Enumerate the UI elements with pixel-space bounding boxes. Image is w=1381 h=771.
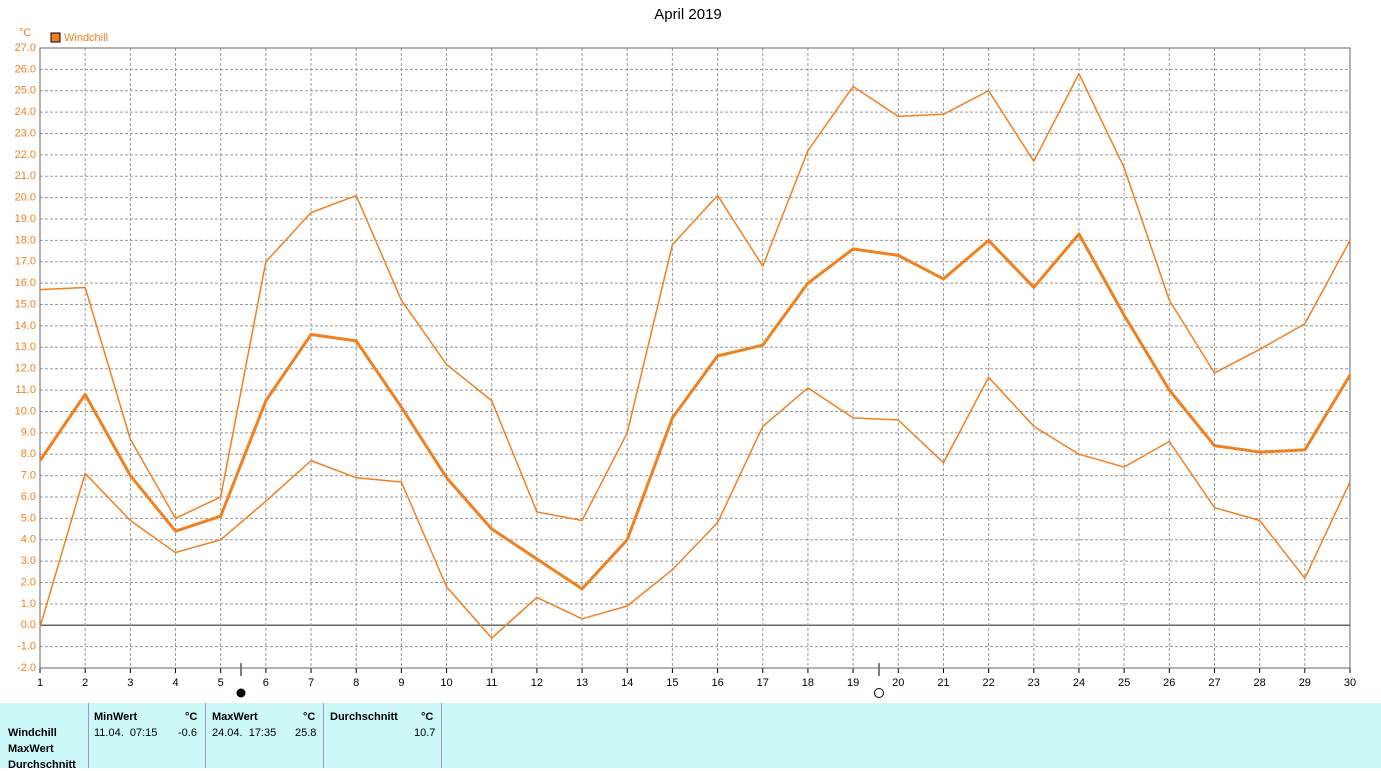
x-tick-label: 26 [1163, 677, 1175, 689]
series-line [39, 376, 1351, 639]
row-label: MaxWert [8, 743, 54, 755]
y-tick-label: -2.0 [17, 662, 36, 674]
plot-frame [39, 47, 1351, 669]
y-tick-label: 18.0 [15, 234, 36, 246]
col-header: MinWert [94, 711, 138, 723]
x-tick-label: 16 [711, 677, 723, 689]
x-tick-label: 10 [440, 677, 452, 689]
value: 25.8 [295, 727, 317, 739]
x-tick-label: 5 [218, 677, 224, 689]
y-tick-label: -1.0 [17, 641, 36, 653]
x-tick-label: 14 [621, 677, 633, 689]
x-tick-label: 30 [1344, 677, 1356, 689]
x-tick-label: 4 [172, 677, 178, 689]
full-moon [874, 688, 884, 698]
y-tick-label: 2.0 [21, 576, 36, 588]
row-label: Durchschnitt [8, 759, 76, 771]
y-tick-label: 5.0 [21, 512, 36, 524]
y-unit: °C [19, 27, 31, 39]
y-tick-label: 0.0 [21, 619, 36, 631]
x-tick-label: 25 [1118, 677, 1130, 689]
y-tick-label: 24.0 [15, 106, 36, 118]
y-tick-label: 21.0 [15, 170, 36, 182]
y-tick-label: 15.0 [15, 298, 36, 310]
x-tick-label: 3 [127, 677, 133, 689]
chart: April 2019 °C Windchill -2.0 -1.0 0.0 1.0 2.… [0, 0, 1381, 703]
x-tick-label: 11 [486, 677, 497, 689]
legend-swatch [50, 32, 61, 43]
value: -0.6 [178, 727, 197, 739]
legend-label: Windchill [64, 32, 108, 44]
x-tick-label: 29 [1299, 677, 1311, 689]
y-tick-label: 22.0 [15, 149, 36, 161]
y-tick-label: 23.0 [15, 127, 36, 139]
x-tick-label: 1 [37, 677, 43, 689]
y-tick-label: 14.0 [15, 320, 36, 332]
y-tick-label: 20.0 [15, 192, 36, 204]
col-unit: °C [421, 711, 434, 723]
x-tick-label: 19 [847, 677, 859, 689]
new-moon [236, 688, 246, 698]
y-tick-label: 13.0 [15, 341, 36, 353]
stats-panel: Windchill MaxWert Durchschnitt MinWert °… [0, 703, 1381, 771]
value: 10.7 [414, 727, 436, 739]
col-header: Durchschnitt [330, 711, 398, 723]
y-tick-label: 3.0 [21, 555, 36, 567]
x-tick-label: 28 [1254, 677, 1266, 689]
x-tick-label: 6 [263, 677, 269, 689]
chart-title: April 2019 [654, 6, 722, 23]
date: 24.04. 17:35 [212, 727, 277, 739]
y-tick-label: 12.0 [15, 363, 36, 375]
x-tick-label: 9 [398, 677, 404, 689]
y-tick-label: 4.0 [21, 534, 36, 546]
y-tick-label: 9.0 [21, 427, 36, 439]
y-tick-label: 10.0 [15, 405, 36, 417]
x-tick-label: 18 [802, 677, 814, 689]
x-tick-label: 21 [937, 677, 949, 689]
separator [323, 703, 324, 768]
separator [441, 703, 442, 768]
y-tick-label: 16.0 [15, 277, 36, 289]
row-label: Windchill [8, 727, 57, 739]
y-tick-label: 1.0 [21, 598, 36, 610]
col-header: MaxWert [212, 711, 258, 723]
col-unit: °C [185, 711, 198, 723]
separator [88, 703, 89, 768]
x-tick-label: 24 [1073, 677, 1085, 689]
x-tick-label: 23 [1028, 677, 1040, 689]
y-tick-label: 27.0 [15, 42, 36, 54]
y-tick-label: 19.0 [15, 213, 36, 225]
series-line [38, 232, 1352, 591]
x-tick-label: 22 [982, 677, 994, 689]
y-tick-label: 6.0 [21, 491, 36, 503]
y-tick-label: 8.0 [21, 448, 36, 460]
col-unit: °C [303, 711, 316, 723]
x-tick-label: 2 [82, 677, 88, 689]
x-tick-label: 20 [892, 677, 904, 689]
date: 11.04. 07:15 [94, 727, 158, 739]
y-tick-label: 25.0 [15, 85, 36, 97]
x-tick-label: 7 [308, 677, 314, 689]
x-tick-label: 27 [1208, 677, 1220, 689]
y-tick-label: 26.0 [15, 63, 36, 75]
background [0, 0, 1381, 703]
series-line [39, 72, 1351, 522]
separator [205, 703, 206, 768]
x-tick-label: 12 [531, 677, 543, 689]
x-tick-label: 17 [757, 677, 769, 689]
x-tick-label: 13 [576, 677, 588, 689]
y-tick-label: 11.0 [15, 384, 36, 396]
x-tick-label: 8 [353, 677, 359, 689]
y-tick-label: 17.0 [15, 256, 36, 268]
y-tick-label: 7.0 [21, 469, 36, 481]
x-tick-label: 15 [666, 677, 678, 689]
